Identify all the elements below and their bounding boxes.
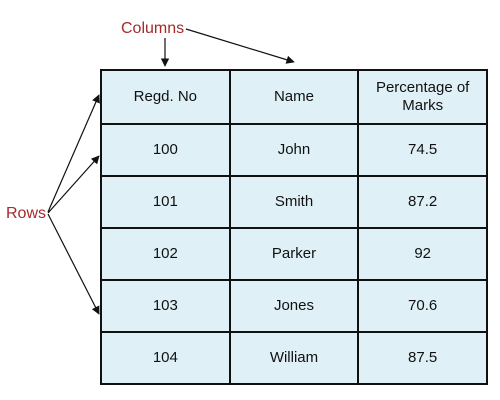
table-row: 104 William 87.5 xyxy=(100,331,488,385)
student-table: Regd. No Name Percentage of Marks 100 Jo… xyxy=(100,69,488,385)
header-cell-percentage: Percentage of Marks xyxy=(357,69,488,125)
table-cell: 87.5 xyxy=(357,331,488,385)
table-cell: 100 xyxy=(100,123,231,177)
table-cell: 104 xyxy=(100,331,231,385)
rows-arrow-3 xyxy=(47,213,100,315)
table-cell: Smith xyxy=(228,175,360,229)
table-row: 102 Parker 92 xyxy=(100,227,488,281)
table-cell: William xyxy=(228,331,360,385)
table-cell: 103 xyxy=(100,279,231,333)
table-row: 101 Smith 87.2 xyxy=(100,175,488,229)
rows-label: Rows xyxy=(6,205,47,222)
table-cell: 87.2 xyxy=(357,175,488,229)
table-cell: 92 xyxy=(357,227,488,281)
table-cell: Parker xyxy=(228,227,360,281)
table-cell: John xyxy=(228,123,360,177)
table-cell: Jones xyxy=(228,279,360,333)
columns-label: Columns xyxy=(121,20,185,37)
table-header-row: Regd. No Name Percentage of Marks xyxy=(100,69,488,125)
table-row: 100 John 74.5 xyxy=(100,123,488,177)
rows-arrow-2 xyxy=(47,155,100,214)
columns-arrow-second xyxy=(185,28,295,64)
header-cell-name: Name xyxy=(228,69,360,125)
table-cell: 101 xyxy=(100,175,231,229)
header-cell-regd-no: Regd. No xyxy=(100,69,231,125)
rows-arrow-1 xyxy=(47,94,100,213)
table-cell: 102 xyxy=(100,227,231,281)
table-cell: 70.6 xyxy=(357,279,488,333)
table-cell: 74.5 xyxy=(357,123,488,177)
table-row: 103 Jones 70.6 xyxy=(100,279,488,333)
